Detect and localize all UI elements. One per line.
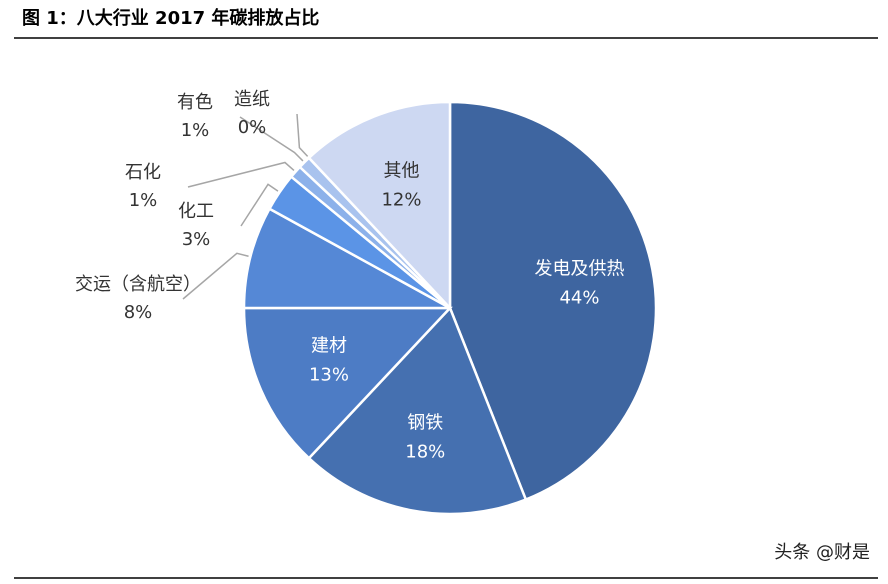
value-label: 13% xyxy=(309,364,349,385)
slice-label: 建材 xyxy=(311,335,347,356)
value-label: 1% xyxy=(181,120,210,141)
slice-label: 造纸 xyxy=(234,89,270,110)
pie-slice xyxy=(307,305,528,516)
slice-label: 发电及供热 xyxy=(535,258,625,279)
leader-line xyxy=(240,183,279,227)
value-label: 0% xyxy=(238,117,267,138)
leader-line xyxy=(187,161,295,188)
slice-label: 钢铁 xyxy=(407,413,443,434)
value-label: 8% xyxy=(124,302,153,323)
value-label: 3% xyxy=(182,229,211,250)
value-label: 12% xyxy=(381,189,421,210)
leader-line xyxy=(239,116,304,162)
leader-line xyxy=(296,113,309,157)
slice-label: 其他 xyxy=(383,160,419,181)
value-label: 18% xyxy=(405,442,445,463)
pie-slice xyxy=(307,100,452,312)
slice-label: 化工 xyxy=(178,201,214,222)
chart-title: 图 1：八大行业 2017 年碳排放占比 xyxy=(22,7,319,29)
pie-slice xyxy=(448,100,658,502)
slice-label: 交运（含航空） xyxy=(75,274,201,295)
value-label: 1% xyxy=(129,190,158,211)
pie-slice xyxy=(242,207,451,310)
value-label: 44% xyxy=(559,287,599,308)
slice-label: 石化 xyxy=(125,162,161,183)
leader-line xyxy=(182,252,249,300)
slice-label: 有色 xyxy=(177,92,213,113)
pie-slice xyxy=(242,306,453,460)
watermark: 头条 @财是 xyxy=(774,542,870,563)
